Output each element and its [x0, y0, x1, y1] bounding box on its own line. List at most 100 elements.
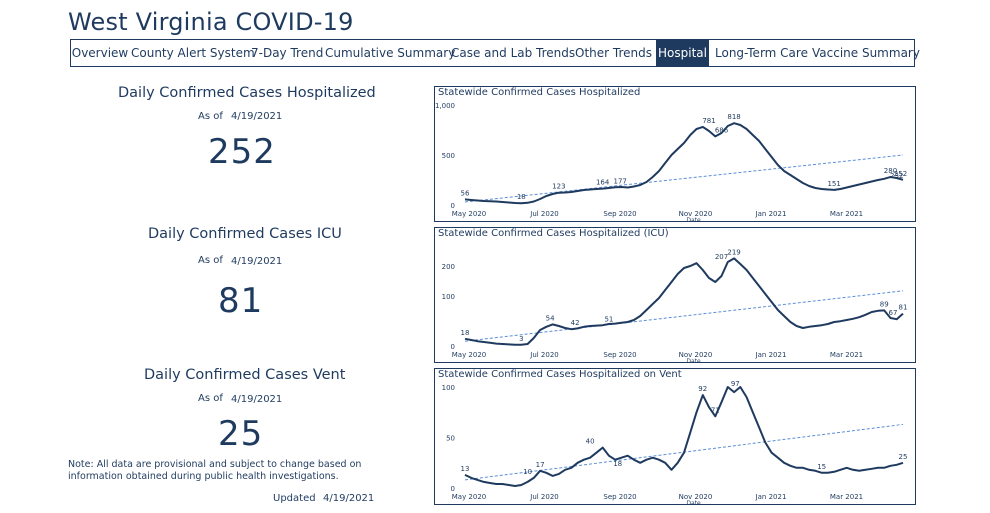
- chart-vent-plot: 0 50 100 May 2020 Jul 2020 Sep 2020 Nov 2020 Ja…: [442, 380, 908, 507]
- stat-vent-asof-label: As of: [198, 393, 223, 404]
- x-tick-label: Sep 2020: [603, 210, 636, 218]
- stat-icu-asof-label: As of: [198, 255, 223, 266]
- x-tick-label: Sep 2020: [603, 493, 636, 501]
- data-label: 177: [613, 177, 626, 185]
- y-tick-label: 0: [451, 202, 455, 210]
- data-label: 71: [711, 406, 720, 414]
- y-tick-label: 100: [442, 293, 455, 301]
- trend-line: [464, 154, 904, 203]
- data-label: 219: [727, 248, 740, 256]
- x-tick-label: Nov 2020: [679, 210, 713, 218]
- stat-vent-asof-date: 4/19/2021: [231, 394, 283, 405]
- data-label: 3: [519, 335, 523, 343]
- nav-bar: Overview County Alert System 7-Day Trend…: [70, 39, 920, 67]
- x-tick-label: Jul 2020: [529, 493, 559, 501]
- x-tick-label: Jan 2021: [755, 351, 787, 359]
- x-tick-label: May 2020: [452, 351, 487, 359]
- y-tick-label: 0: [451, 485, 455, 493]
- y-tick-label: 0: [451, 343, 455, 351]
- data-label: 54: [546, 314, 555, 322]
- stat-hospitalized-asof-date: 4/19/2021: [231, 111, 283, 122]
- data-label: 151: [827, 180, 840, 188]
- x-tick-label: Jan 2021: [755, 210, 787, 218]
- data-label: 51: [604, 316, 613, 324]
- tab-county-alert-system[interactable]: County Alert System: [131, 46, 255, 60]
- data-label: 17: [536, 461, 545, 469]
- x-tick-label: Mar 2021: [830, 351, 863, 359]
- data-label: 89: [880, 300, 889, 308]
- updated-label: Updated: [273, 493, 316, 504]
- data-label: 781: [702, 117, 715, 125]
- series-line: [464, 386, 904, 487]
- tab-long-term-care[interactable]: Long-Term Care: [715, 46, 808, 60]
- data-label: 81: [899, 304, 908, 312]
- page-title: West Virginia COVID-19: [68, 8, 354, 36]
- chart-vent-title: Statewide Confirmed Cases Hospitalized o…: [438, 369, 682, 380]
- y-tick-label: 1,000: [435, 102, 455, 110]
- tab-vaccine-summary[interactable]: Vaccine Summary: [812, 46, 920, 60]
- tab-7-day-trend[interactable]: 7-Day Trend: [251, 46, 324, 60]
- data-label: 232: [890, 172, 903, 180]
- chart-hospitalized: Statewide Confirmed Cases Hospitalized 0…: [434, 86, 916, 224]
- data-label: 56: [461, 189, 470, 197]
- data-label: 92: [698, 385, 707, 393]
- tab-cumulative-summary[interactable]: Cumulative Summary: [325, 46, 456, 60]
- x-tick-label: Jul 2020: [529, 210, 559, 218]
- stat-icu-value: 81: [218, 281, 264, 321]
- stat-hospitalized-title: Daily Confirmed Cases Hospitalized: [118, 85, 376, 101]
- x-axis-label: Date: [686, 358, 701, 362]
- data-label: 18: [517, 193, 526, 201]
- data-label: 67: [889, 309, 898, 317]
- chart-icu: Statewide Confirmed Cases Hospitalized (…: [434, 227, 916, 365]
- trend-line: [464, 290, 904, 342]
- chart-icu-title: Statewide Confirmed Cases Hospitalized (…: [438, 228, 669, 239]
- data-note: Note: All data are provisional and subje…: [68, 459, 362, 482]
- data-label: 686: [715, 126, 729, 134]
- x-tick-label: Mar 2021: [830, 210, 863, 218]
- tab-other-trends[interactable]: Other Trends: [575, 46, 652, 60]
- x-tick-label: Sep 2020: [603, 351, 636, 359]
- data-label: 207: [715, 253, 728, 261]
- y-tick-label: 50: [446, 435, 455, 443]
- data-label: 280: [884, 167, 897, 175]
- chart-hospitalized-title: Statewide Confirmed Cases Hospitalized: [438, 87, 641, 98]
- y-tick-label: 200: [442, 263, 455, 271]
- chart-vent: Statewide Confirmed Cases Hospitalized o…: [434, 368, 916, 507]
- stat-icu-title: Daily Confirmed Cases ICU: [148, 226, 342, 242]
- data-label: 123: [552, 183, 565, 191]
- series-line: [464, 122, 904, 205]
- data-label: 252: [894, 170, 907, 178]
- stat-vent-title: Daily Confirmed Cases Vent: [144, 367, 346, 383]
- data-label: 40: [586, 438, 595, 446]
- data-label: 25: [899, 453, 908, 461]
- x-axis-label: Date: [686, 500, 701, 504]
- y-tick-label: 500: [442, 152, 455, 160]
- x-tick-label: Nov 2020: [679, 351, 713, 359]
- x-tick-label: May 2020: [452, 210, 487, 218]
- data-label: 18: [613, 460, 622, 468]
- x-tick-label: Jan 2021: [755, 493, 787, 501]
- chart-hospitalized-plot: 0 500 1,000 May 2020 Jul 2020 Sep 2020 Nov 202…: [435, 102, 907, 224]
- x-tick-label: Jul 2020: [529, 351, 559, 359]
- data-label: 42: [571, 319, 580, 327]
- stat-icu-asof-date: 4/19/2021: [231, 256, 283, 267]
- tab-overview[interactable]: Overview: [71, 46, 129, 60]
- tab-case-and-lab-trends[interactable]: Case and Lab Trends: [451, 46, 576, 60]
- x-tick-label: Mar 2021: [830, 493, 863, 501]
- x-tick-label: May 2020: [452, 493, 487, 501]
- data-label: 15: [817, 463, 826, 471]
- stat-hospitalized-asof-label: As of: [198, 111, 223, 122]
- data-label: 164: [596, 179, 610, 187]
- chart-icu-plot: 0 100 200 May 2020 Jul 2020 Sep 2020 Nov 2020 J…: [442, 248, 908, 365]
- stat-vent-value: 25: [218, 414, 264, 454]
- data-label: 18: [461, 329, 470, 337]
- data-label: 10: [523, 468, 532, 476]
- data-label: 818: [727, 113, 740, 121]
- stat-hospitalized-value: 252: [208, 132, 276, 172]
- updated-date: 4/19/2021: [323, 493, 375, 504]
- data-label: 13: [461, 465, 470, 473]
- data-label: 97: [731, 380, 740, 388]
- series-line: [464, 257, 904, 346]
- tab-hospital[interactable]: Hospital: [656, 40, 709, 66]
- x-axis-label: Date: [686, 217, 701, 221]
